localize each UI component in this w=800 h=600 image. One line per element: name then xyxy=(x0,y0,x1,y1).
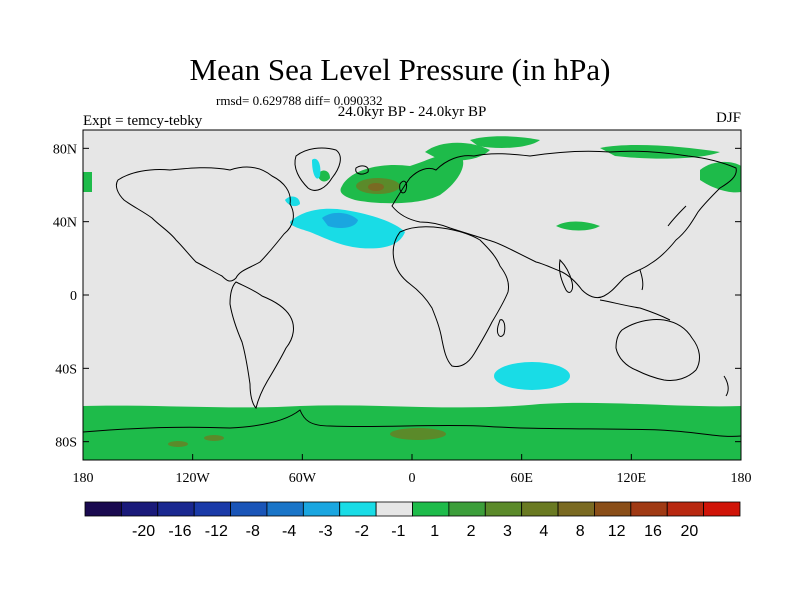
coastlines xyxy=(83,147,741,437)
colorbar-swatch xyxy=(484,501,523,517)
colorbar-swatch xyxy=(375,501,413,517)
period-label: 24.0kyr BP - 24.0kyr BP xyxy=(337,104,487,120)
north-atlantic-negative-anomaly xyxy=(290,208,405,249)
coast-eurasia xyxy=(391,150,737,299)
coast-india xyxy=(559,258,573,293)
colorbar-swatch xyxy=(339,501,377,517)
colorbar-label: 8 xyxy=(576,523,585,540)
y-tick-label: 80N xyxy=(53,142,77,157)
x-tick-label: 180 xyxy=(731,471,752,486)
coast-greenland xyxy=(294,147,341,191)
colorbar-label: -8 xyxy=(246,523,260,540)
coast-japan xyxy=(667,205,687,227)
coast-madagascar xyxy=(497,319,506,337)
coast-australia xyxy=(615,319,700,381)
y-tick-label: 0 xyxy=(70,289,77,304)
colorbar-label: -20 xyxy=(132,523,155,540)
greenland-positive-anomaly xyxy=(318,170,330,182)
coast-iceland xyxy=(355,165,369,175)
colorbar-swatch xyxy=(448,501,486,517)
colorbar-swatch xyxy=(666,501,705,517)
colorbar-label: -1 xyxy=(391,523,405,540)
x-tick-label: 180 xyxy=(73,471,94,486)
coast-new-zealand xyxy=(723,375,729,397)
davis-negative-anomaly xyxy=(312,158,321,179)
coast-south-america xyxy=(229,281,294,409)
colorbar-swatch xyxy=(302,501,341,517)
colorbar-swatch xyxy=(557,501,595,517)
europe-positive-max xyxy=(368,183,384,191)
colorbar-swatch xyxy=(84,501,122,517)
colorbar: -20 -16 -12 -8 -4 -3 -2 -1 1 2 3 4 8 12 16 20 xyxy=(84,501,741,540)
y-tick-label: 40S xyxy=(55,362,77,377)
colorbar-label: 20 xyxy=(681,523,699,540)
season-label: DJF xyxy=(715,110,741,126)
x-tick-label: 120W xyxy=(176,471,211,486)
chart-title: Mean Sea Level Pressure (in hPa) xyxy=(189,52,611,87)
colorbar-label: 12 xyxy=(608,523,626,540)
colorbar-label: 4 xyxy=(539,523,548,540)
antarctic-anomaly-patch-3 xyxy=(204,435,224,441)
coast-indonesia xyxy=(599,299,671,321)
colorbar-swatch xyxy=(120,501,159,517)
antarctic-anomaly-patch-1 xyxy=(390,428,446,440)
stats-line: rmsd= 0.629788 diff= 0.090332 xyxy=(216,93,383,108)
coast-africa xyxy=(392,226,509,367)
coast-antarctica xyxy=(83,409,741,437)
colorbar-swatch xyxy=(157,501,195,517)
colorbar-label: -2 xyxy=(355,523,369,540)
colorbar-swatch xyxy=(412,501,450,517)
experiment-label: Expt = temcy-tebky xyxy=(83,113,203,129)
antarctic-anomaly-patch-2 xyxy=(168,441,188,447)
colorbar-label: -3 xyxy=(318,523,332,540)
colorbar-swatch xyxy=(703,501,741,517)
colorbar-swatch xyxy=(266,501,304,517)
arctic-positive-anomaly-2 xyxy=(600,145,720,159)
colorbar-swatch xyxy=(193,501,231,517)
colorbar-label: 3 xyxy=(503,523,512,540)
colorbar-label: 2 xyxy=(467,523,476,540)
siberia-positive-anomaly xyxy=(700,161,741,193)
north-atlantic-negative-core xyxy=(322,212,358,228)
colorbar-swatch xyxy=(230,501,268,517)
y-tick-label: 80S xyxy=(55,436,77,451)
colorbar-label: 1 xyxy=(430,523,439,540)
y-tick-label: 40N xyxy=(53,216,77,231)
labrador-negative-anomaly xyxy=(285,196,300,207)
colorbar-label: 16 xyxy=(644,523,662,540)
south-indian-negative-anomaly xyxy=(494,362,570,390)
x-tick-label: 60E xyxy=(510,471,533,486)
x-tick-label: 0 xyxy=(409,471,416,486)
coast-north-america xyxy=(115,166,294,282)
colorbar-label: -4 xyxy=(282,523,296,540)
colorbar-swatch xyxy=(521,501,559,517)
central-asia-positive-anomaly xyxy=(556,221,600,231)
colorbar-label: -12 xyxy=(205,523,228,540)
colorbar-label: -16 xyxy=(168,523,191,540)
y-axis-ticks: 80N 40N 0 40S 80S xyxy=(53,142,741,451)
anomaly-fields xyxy=(83,136,741,460)
coast-philippines xyxy=(639,269,644,291)
colorbar-swatch xyxy=(594,501,632,517)
x-tick-label: 120E xyxy=(617,471,647,486)
alaska-positive-anomaly xyxy=(83,172,92,192)
x-axis-ticks: 180 120W 60W 0 60E 120E 180 xyxy=(73,454,752,486)
colorbar-swatch xyxy=(630,501,668,517)
coast-uk xyxy=(399,180,407,194)
x-tick-label: 60W xyxy=(289,471,317,486)
arctic-positive-anomaly-1 xyxy=(470,136,540,148)
